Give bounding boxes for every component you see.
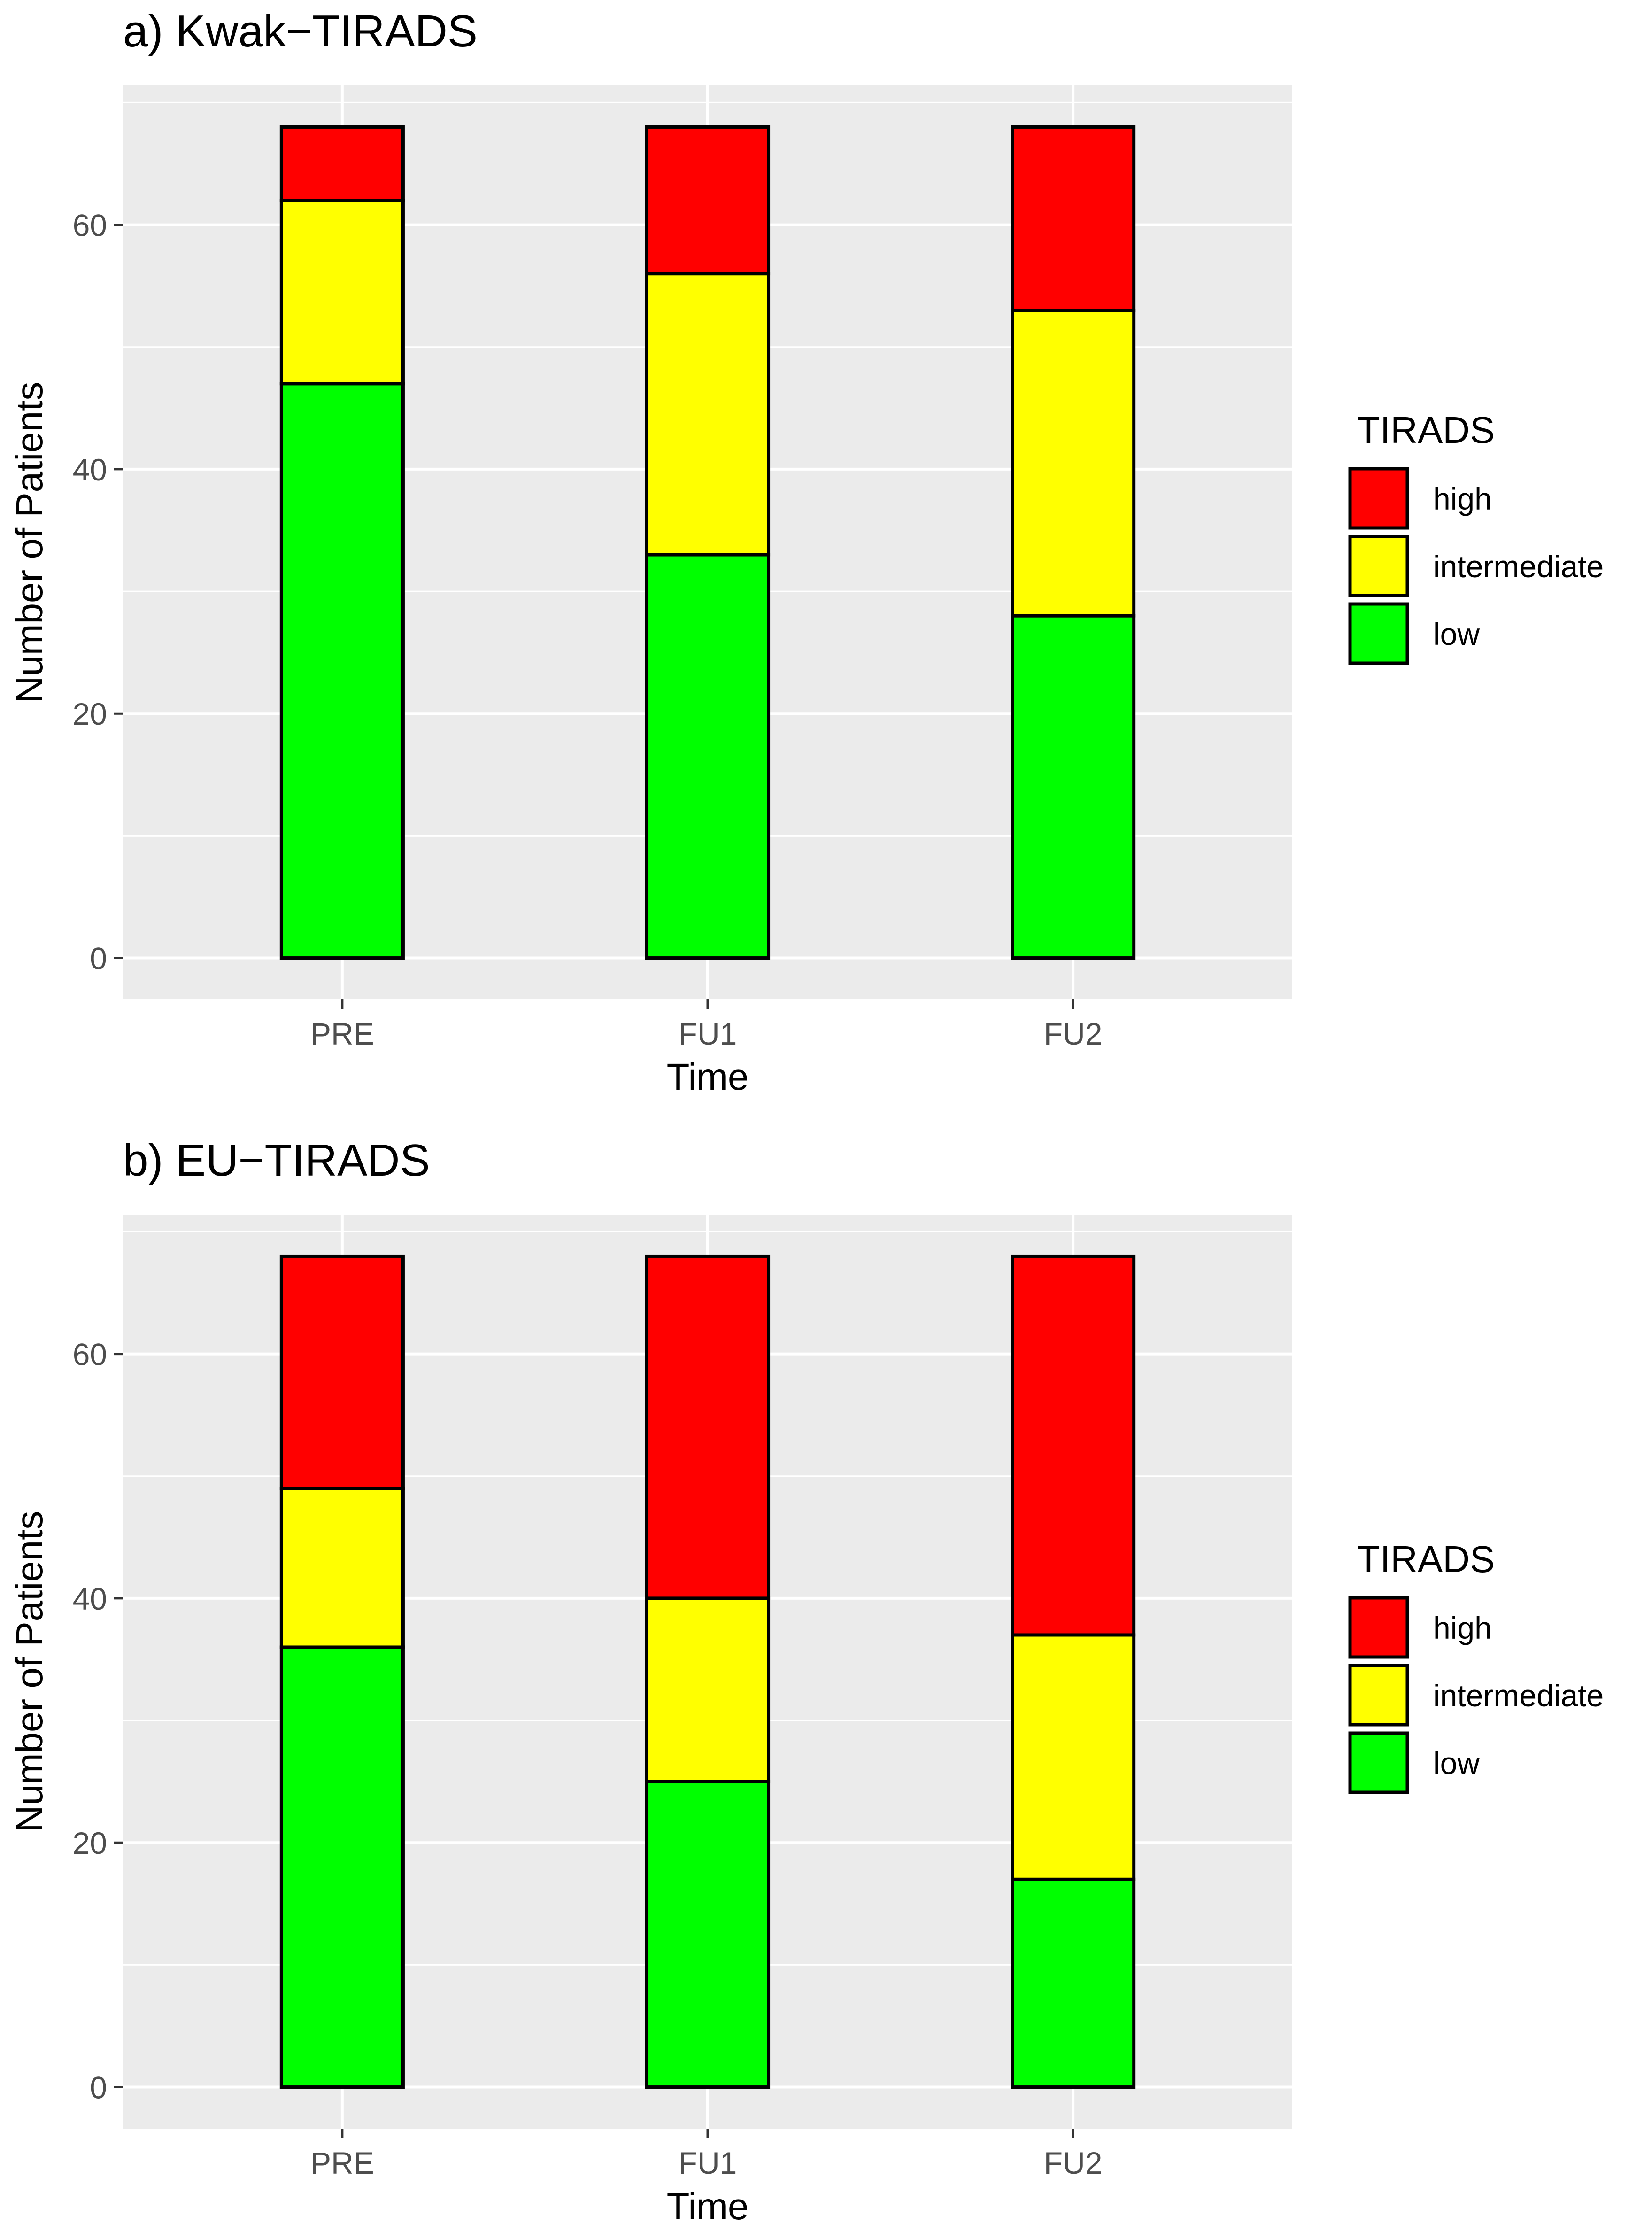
- legend-label-intermediate: intermediate: [1433, 1678, 1604, 1713]
- chart-title: b) EU−TIRADS: [123, 1135, 430, 1185]
- bar-high-pre: [279, 1254, 405, 1490]
- legend-swatch-high: [1348, 1596, 1409, 1659]
- bar-intermediate-fu2: [1011, 1633, 1136, 1881]
- bar-intermediate-fu2: [1011, 309, 1136, 618]
- y-tick-label: 0: [90, 2070, 107, 2105]
- x-axis-title: Time: [667, 2185, 749, 2227]
- chart-eu-tirads: b) EU−TIRADS 0 20 40 60 PRE FU1 FU2 Time Numbe…: [8, 1135, 1604, 2227]
- bar-intermediate-fu1: [645, 1596, 771, 1783]
- x-tick-label: FU2: [1044, 2146, 1103, 2180]
- bars: [279, 125, 1136, 960]
- x-tick-label: FU2: [1044, 1016, 1103, 1051]
- bar-low-fu2: [1011, 614, 1136, 960]
- axes: 0 20 40 60 PRE FU1 FU2: [73, 208, 1103, 1051]
- chart-title: a) Kwak−TIRADS: [123, 6, 478, 56]
- legend-label-low: low: [1433, 617, 1480, 651]
- legend-swatch-intermediate: [1348, 535, 1409, 597]
- y-tick-label: 40: [73, 1581, 107, 1616]
- y-axis-title: Number of Patients: [8, 1511, 50, 1833]
- bar-low-fu1: [645, 1780, 771, 2089]
- bar-intermediate-fu1: [645, 272, 771, 557]
- chart-kwak-tirads: a) Kwak−TIRADS 0 20 40 60 PRE FU1 FU2 Time Num…: [8, 6, 1604, 1098]
- legend-swatch-intermediate: [1348, 1664, 1409, 1727]
- bar-high-fu1: [645, 1254, 771, 1600]
- y-tick-label: 20: [73, 1826, 107, 1860]
- x-tick-label: PRE: [310, 1016, 374, 1051]
- x-tick-label: PRE: [310, 2146, 374, 2180]
- bar-intermediate-pre: [279, 1487, 405, 1649]
- legend-title: TIRADS: [1357, 1538, 1495, 1580]
- y-tick-label: 60: [73, 1337, 107, 1372]
- bar-intermediate-pre: [279, 199, 405, 386]
- x-tick-label: FU1: [679, 1016, 737, 1051]
- x-axis-title: Time: [667, 1056, 749, 1098]
- y-tick-label: 0: [90, 941, 107, 976]
- legend: TIRADS high intermediate low: [1348, 409, 1604, 665]
- y-tick-label: 60: [73, 208, 107, 243]
- bar-low-pre: [279, 1645, 405, 2089]
- legend: TIRADS high intermediate low: [1348, 1538, 1604, 1794]
- legend-label-intermediate: intermediate: [1433, 549, 1604, 584]
- legend-label-high: high: [1433, 1611, 1492, 1645]
- bar-low-fu1: [645, 553, 771, 960]
- legend-label-high: high: [1433, 481, 1492, 516]
- legend-swatch-low: [1348, 1731, 1409, 1794]
- legend-title: TIRADS: [1357, 409, 1495, 451]
- bar-high-fu2: [1011, 125, 1136, 312]
- x-tick-label: FU1: [679, 2146, 737, 2180]
- legend-swatch-high: [1348, 467, 1409, 530]
- bar-high-fu2: [1011, 1254, 1136, 1637]
- bar-high-fu1: [645, 125, 771, 276]
- bars: [279, 1254, 1136, 2089]
- legend-label-low: low: [1433, 1746, 1480, 1781]
- axes: 0 20 40 60 PRE FU1 FU2: [73, 1337, 1103, 2180]
- bar-low-fu2: [1011, 1877, 1136, 2089]
- bar-low-pre: [279, 382, 405, 960]
- legend-swatch-low: [1348, 602, 1409, 665]
- bar-high-pre: [279, 125, 405, 202]
- y-tick-label: 20: [73, 697, 107, 731]
- y-tick-label: 40: [73, 452, 107, 487]
- y-axis-title: Number of Patients: [8, 382, 50, 704]
